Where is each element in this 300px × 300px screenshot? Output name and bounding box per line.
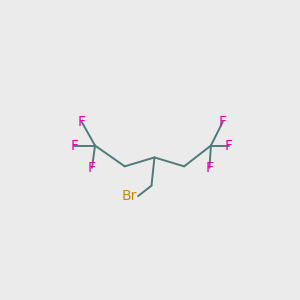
Text: F: F — [225, 139, 233, 152]
Text: F: F — [88, 161, 96, 175]
Text: F: F — [206, 161, 213, 175]
Text: F: F — [78, 115, 86, 129]
Text: Br: Br — [121, 189, 136, 203]
Text: F: F — [70, 139, 78, 152]
Text: F: F — [219, 115, 227, 129]
